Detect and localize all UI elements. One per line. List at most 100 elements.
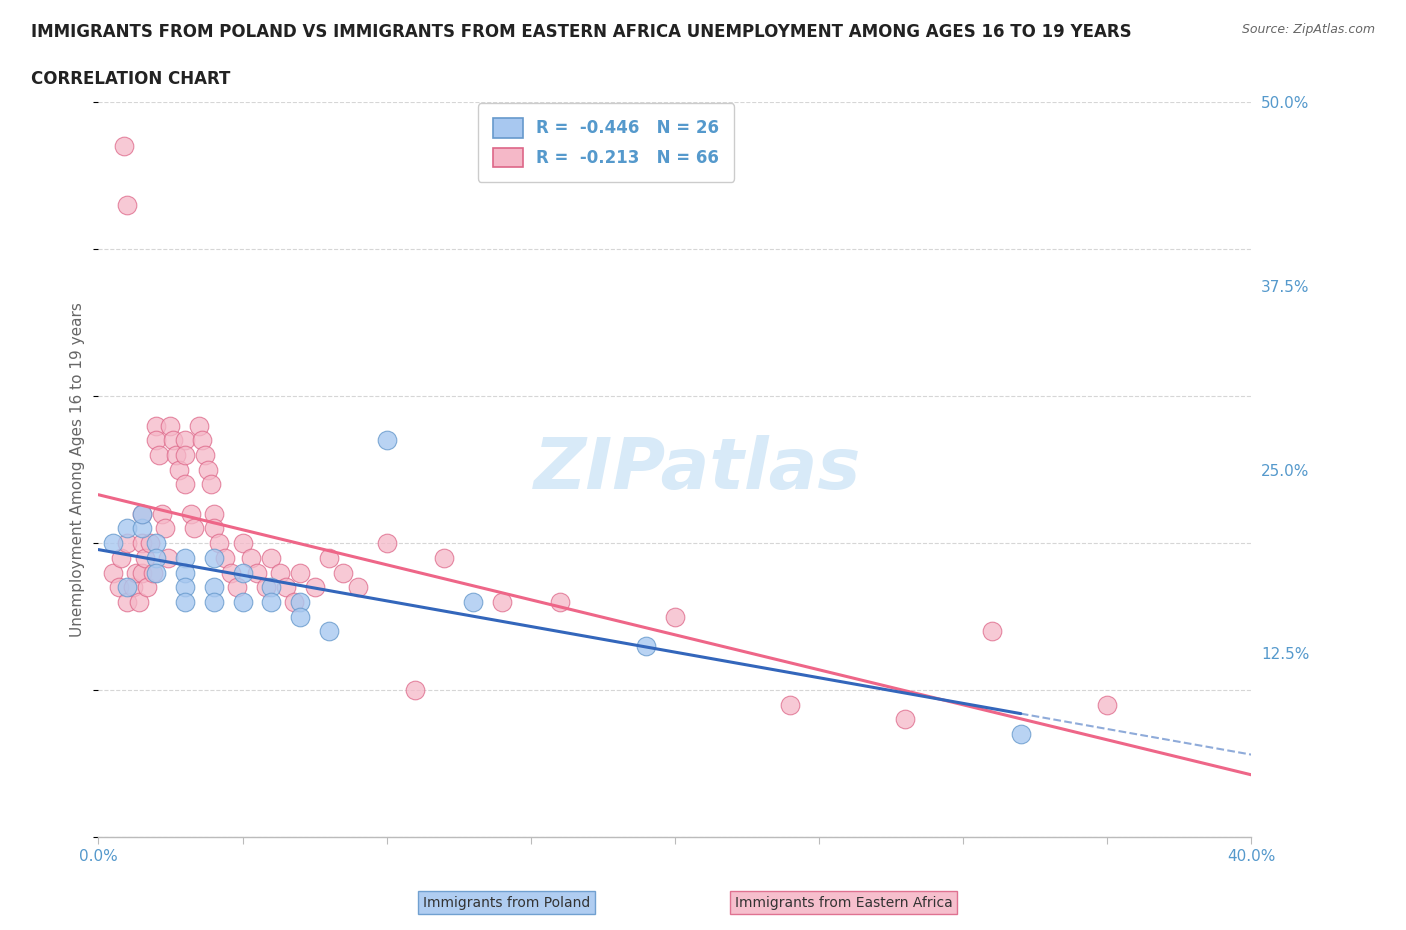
Point [214,551,236,565]
Point [188,418,211,433]
Point [194,447,217,462]
Point [260,579,283,594]
Point [318,624,340,639]
Point [246,565,269,580]
Point [131,521,153,536]
Point [174,477,197,492]
Point [139,536,162,551]
Text: Source: ZipAtlas.com: Source: ZipAtlas.com [1241,23,1375,36]
Point [433,551,456,565]
Point [254,579,277,594]
Text: CORRELATION CHART: CORRELATION CHART [31,70,231,87]
Point [240,551,263,565]
Point [208,536,231,551]
Text: ZIPatlas: ZIPatlas [534,435,862,504]
Point [145,418,167,433]
Point [117,594,139,609]
Point [145,536,167,551]
Point [202,594,225,609]
Point [191,432,214,447]
Y-axis label: Unemployment Among Ages 16 to 19 years: Unemployment Among Ages 16 to 19 years [70,302,86,637]
Point [274,579,297,594]
Point [231,565,254,580]
Point [548,594,571,609]
Point [200,477,222,492]
Point [128,594,150,609]
Point [1010,726,1032,741]
Point [219,565,242,580]
Point [260,551,283,565]
Point [117,536,139,551]
Point [153,521,176,536]
Point [117,521,139,536]
Point [117,579,139,594]
Point [117,198,139,213]
Point [664,609,686,624]
Point [162,432,184,447]
Legend: R =  -0.446   N = 26, R =  -0.213   N = 66: R = -0.446 N = 26, R = -0.213 N = 66 [478,103,734,181]
Point [636,639,658,654]
Point [202,579,225,594]
Point [180,506,202,521]
Point [148,447,170,462]
Point [131,506,153,521]
Text: IMMIGRANTS FROM POLAND VS IMMIGRANTS FROM EASTERN AFRICA UNEMPLOYMENT AMONG AGES: IMMIGRANTS FROM POLAND VS IMMIGRANTS FRO… [31,23,1132,41]
Point [145,432,167,447]
Point [150,506,173,521]
Point [145,551,167,565]
Point [125,565,148,580]
Point [183,521,205,536]
Point [202,506,225,521]
Point [156,551,179,565]
Point [110,551,132,565]
Point [174,579,197,594]
Point [225,579,247,594]
Point [167,462,190,477]
Point [779,698,801,712]
Point [174,551,197,565]
Point [346,579,368,594]
Text: Immigrants from Eastern Africa: Immigrants from Eastern Africa [735,896,952,910]
Point [131,565,153,580]
Point [461,594,484,609]
Point [290,565,312,580]
Point [174,447,197,462]
Point [290,594,312,609]
Point [136,579,159,594]
Point [145,565,167,580]
Point [174,594,197,609]
Point [405,683,427,698]
Point [269,565,291,580]
Point [375,432,398,447]
Point [894,712,917,727]
Point [332,565,354,580]
Point [231,536,254,551]
Point [202,521,225,536]
Point [107,579,129,594]
Point [491,594,513,609]
Point [122,579,145,594]
Point [134,551,156,565]
Point [131,536,153,551]
Point [131,506,153,521]
Point [197,462,219,477]
Point [304,579,326,594]
Point [202,551,225,565]
Point [165,447,187,462]
Point [174,565,197,580]
Point [159,418,181,433]
Point [174,432,197,447]
Point [1097,698,1119,712]
Point [101,565,124,580]
Point [981,624,1004,639]
Point [101,536,124,551]
Point [112,139,135,153]
Point [318,551,340,565]
Text: Immigrants from Poland: Immigrants from Poland [423,896,589,910]
Point [375,536,398,551]
Point [290,609,312,624]
Point [231,594,254,609]
Point [283,594,305,609]
Point [142,565,165,580]
Point [260,594,283,609]
